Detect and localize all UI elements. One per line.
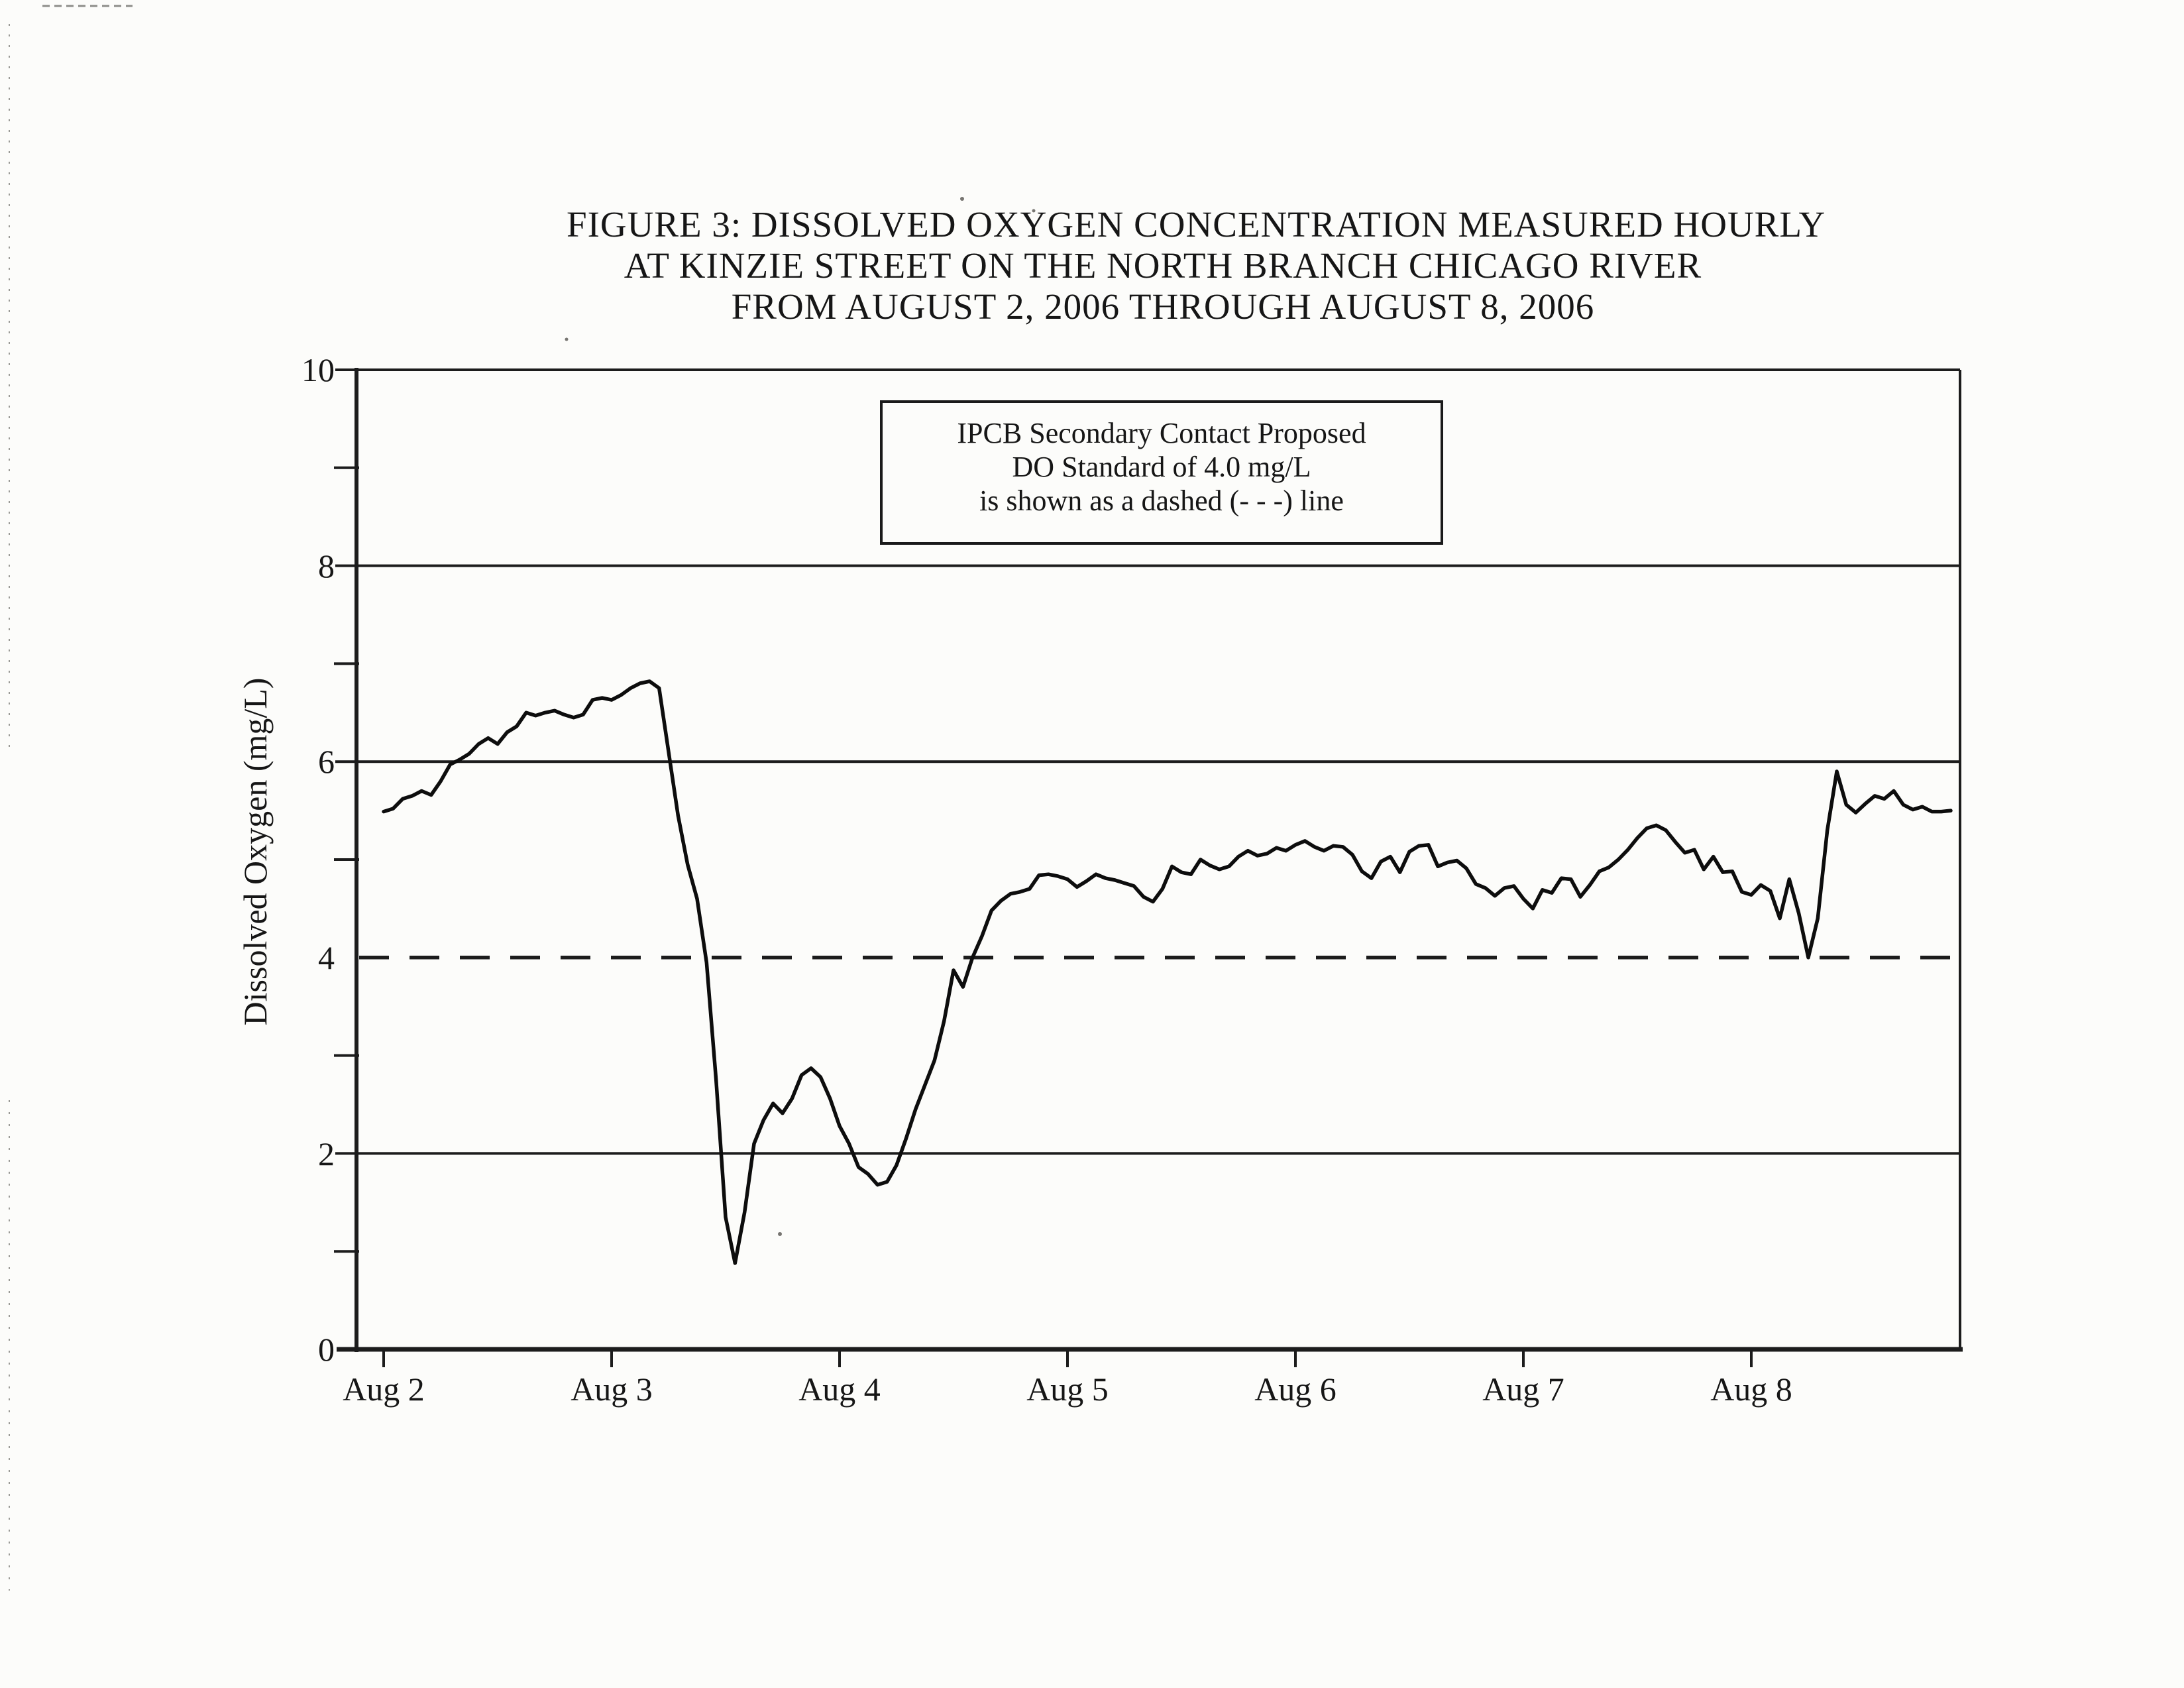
y-tick-label-10: 10 [301, 351, 335, 388]
y-tick-label-2: 2 [318, 1135, 335, 1172]
legend-line-2: DO Standard of 4.0 mg/L [1012, 451, 1311, 483]
y-axis-title: Dissolved Oxygen (mg/L) [237, 677, 274, 1026]
scan-speck [1032, 209, 1036, 213]
y-tick-label-8: 8 [318, 547, 335, 585]
x-tick-label-aug6: Aug 6 [1254, 1371, 1337, 1408]
figure-title-line-1: FIGURE 3: DISSOLVED OXYGEN CONCENTRATION… [567, 204, 1826, 245]
y-tick-label-6: 6 [318, 743, 335, 780]
y-tick-label-0: 0 [318, 1331, 335, 1368]
legend-box: IPCB Secondary Contact Proposed DO Stand… [880, 400, 1443, 545]
x-tick-label-aug8: Aug 8 [1710, 1371, 1792, 1408]
x-tick-label-aug5: Aug 5 [1026, 1371, 1109, 1408]
legend-line-3: is shown as a dashed (- - -) line [979, 484, 1344, 517]
x-tick-label-aug3: Aug 3 [571, 1371, 653, 1408]
scan-speck [565, 337, 569, 341]
x-tick-label-aug4: Aug 4 [798, 1371, 881, 1408]
figure-title: FIGURE 3: DISSOLVED OXYGEN CONCENTRATION… [567, 204, 1826, 327]
figure-title-line-2: AT KINZIE STREET ON THE NORTH BRANCH CHI… [624, 245, 1702, 286]
scan-speck [960, 197, 964, 201]
x-tick-label-aug2: Aug 2 [343, 1371, 425, 1408]
legend-line-1: IPCB Secondary Contact Proposed [957, 417, 1366, 449]
dissolved-oxygen-line [382, 679, 1953, 1265]
x-tick-label-aug7: Aug 7 [1482, 1371, 1564, 1408]
scan-speck [778, 1232, 782, 1236]
y-tick-label-4: 4 [318, 939, 335, 976]
figure-title-line-3: FROM AUGUST 2, 2006 THROUGH AUGUST 8, 20… [731, 286, 1595, 327]
